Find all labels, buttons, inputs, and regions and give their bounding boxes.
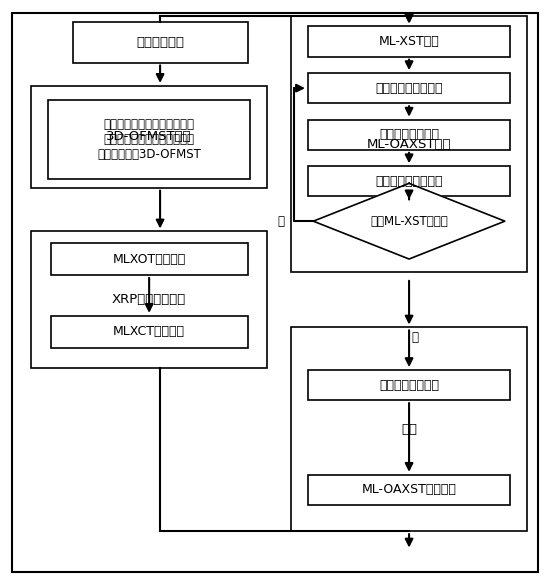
Text: 逃逸路径避障计算: 逃逸路径避障计算 bbox=[379, 128, 439, 141]
FancyBboxPatch shape bbox=[308, 370, 510, 400]
Text: MLXOT计算生成: MLXOT计算生成 bbox=[113, 253, 186, 266]
FancyBboxPatch shape bbox=[308, 119, 510, 150]
Text: 伪斯坦纳连接优化: 伪斯坦纳连接优化 bbox=[379, 378, 439, 391]
FancyBboxPatch shape bbox=[51, 243, 248, 275]
FancyBboxPatch shape bbox=[292, 16, 527, 272]
Text: 非逃逸路径避障计算: 非逃逸路径避障计算 bbox=[375, 175, 443, 188]
FancyBboxPatch shape bbox=[31, 231, 267, 368]
Text: ML-OAXST生成: ML-OAXST生成 bbox=[367, 137, 452, 150]
Text: XRP路径信息计算: XRP路径信息计算 bbox=[112, 293, 186, 307]
FancyBboxPatch shape bbox=[48, 101, 250, 179]
Text: ML-OAXST结构优化: ML-OAXST结构优化 bbox=[362, 483, 456, 497]
FancyBboxPatch shape bbox=[308, 73, 510, 104]
FancyBboxPatch shape bbox=[31, 86, 267, 188]
Text: 利用基于密度度量的多分片最
小生成树策略构建一棵以所有
引脚为端点的3D-OFMST: 利用基于密度度量的多分片最 小生成树策略构建一棵以所有 引脚为端点的3D-OFM… bbox=[97, 118, 201, 161]
FancyBboxPatch shape bbox=[308, 166, 510, 197]
Text: 精炼: 精炼 bbox=[401, 423, 417, 436]
Text: ML-XST生成: ML-XST生成 bbox=[379, 35, 439, 48]
Text: MLXCT计算生成: MLXCT计算生成 bbox=[113, 325, 185, 338]
Text: 可修复路径避障计算: 可修复路径避障计算 bbox=[375, 82, 443, 95]
Text: 多层芯片布局: 多层芯片布局 bbox=[136, 36, 184, 49]
Text: 是: 是 bbox=[277, 215, 284, 228]
FancyBboxPatch shape bbox=[292, 328, 527, 531]
FancyBboxPatch shape bbox=[308, 26, 510, 57]
Text: 存在ML-XST穿障边: 存在ML-XST穿障边 bbox=[370, 215, 448, 228]
FancyBboxPatch shape bbox=[308, 475, 510, 505]
Polygon shape bbox=[314, 183, 505, 259]
FancyBboxPatch shape bbox=[51, 316, 248, 348]
FancyBboxPatch shape bbox=[73, 22, 248, 63]
Text: 否: 否 bbox=[411, 331, 418, 344]
Text: 3D-OFMST构建: 3D-OFMST构建 bbox=[106, 130, 192, 143]
